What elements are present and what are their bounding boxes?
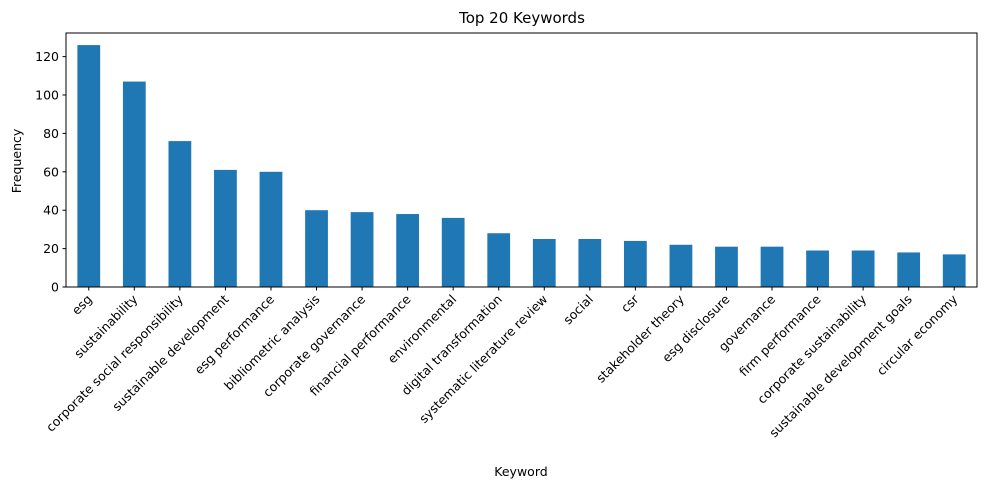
bar xyxy=(487,233,511,287)
x-tick-label: esg xyxy=(69,292,95,318)
y-tick-label: 0 xyxy=(51,280,59,295)
y-axis-label: Frequency xyxy=(9,128,24,193)
y-tick-label: 60 xyxy=(43,164,59,179)
x-tick-label: esg performance xyxy=(191,291,277,377)
x-axis-label: Keyword xyxy=(494,464,547,479)
y-tick-label: 100 xyxy=(35,88,59,103)
bar xyxy=(806,250,829,287)
bars xyxy=(77,45,966,287)
bar xyxy=(122,81,146,287)
plot-frame xyxy=(65,32,978,288)
bar xyxy=(942,254,966,287)
bar xyxy=(715,246,738,287)
x-tick-label: csr xyxy=(618,291,642,315)
bar xyxy=(396,214,420,287)
bar xyxy=(760,246,784,287)
bar xyxy=(350,212,374,287)
x-tick-label: firm performance xyxy=(736,291,824,379)
bar xyxy=(578,239,602,287)
bar xyxy=(851,250,875,287)
bar xyxy=(214,169,237,287)
bar xyxy=(259,171,283,287)
bar xyxy=(623,240,647,287)
bar xyxy=(305,210,328,287)
y-tick-label: 80 xyxy=(43,126,59,141)
bar xyxy=(441,217,465,287)
y-tick-label: 20 xyxy=(43,241,59,256)
x-tick-label: social xyxy=(560,292,596,328)
chart-title: Top 20 Keywords xyxy=(458,9,585,27)
y-tick-label: 120 xyxy=(35,49,59,64)
bar xyxy=(168,141,192,287)
bar xyxy=(77,45,101,287)
bar xyxy=(669,244,693,287)
bar xyxy=(532,239,556,287)
y-tick-label: 40 xyxy=(43,203,59,218)
x-tick-label: circular economy xyxy=(874,291,961,378)
bar xyxy=(897,252,921,287)
x-tick-label: stakeholder theory xyxy=(593,291,687,385)
y-axis: 0 20 40 60 80 100 120 xyxy=(35,49,66,295)
